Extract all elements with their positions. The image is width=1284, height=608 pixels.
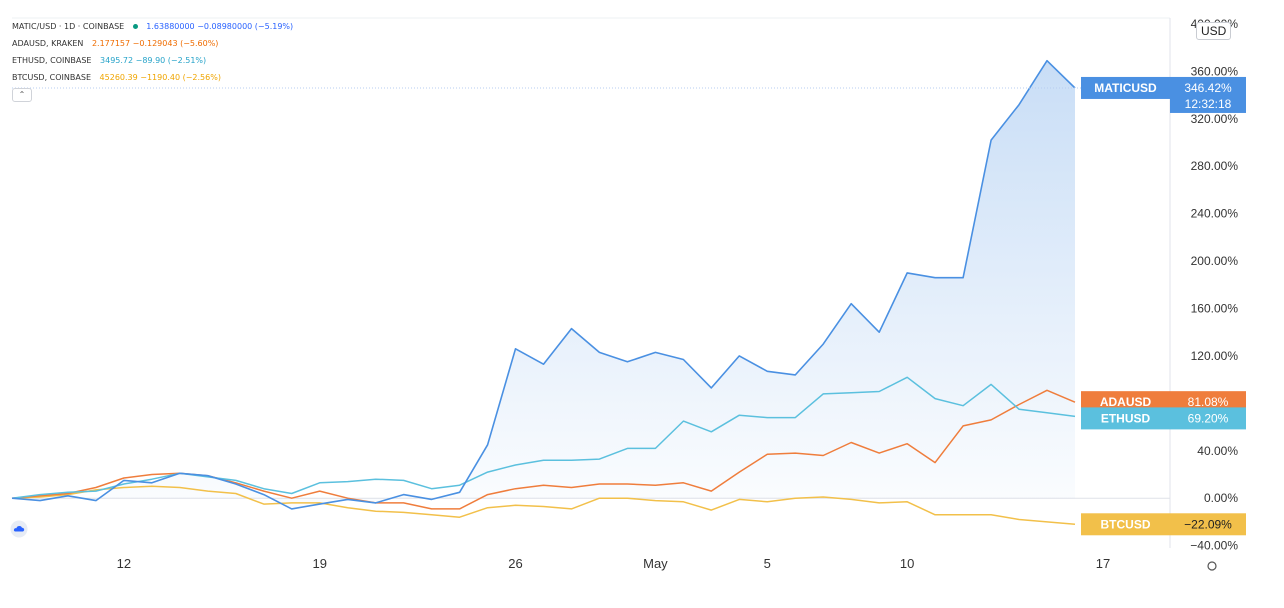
y-tick-label: −40.00% bbox=[1190, 539, 1238, 553]
legend-label: ADAUSD, KRAKEN bbox=[12, 39, 84, 48]
currency-button[interactable]: USD bbox=[1196, 22, 1232, 40]
series-layer bbox=[11, 59, 1170, 526]
legend-row-eth[interactable]: ETHUSD, COINBASE 3495.72 −89.90 (−2.51%) bbox=[12, 52, 293, 69]
y-tick-label: 360.00% bbox=[1191, 64, 1239, 78]
x-axis[interactable]: 12 19 26 May 5 10 17 bbox=[117, 556, 1111, 571]
legend-row-btc[interactable]: BTCUSD, COINBASE 45260.39 −1190.40 (−2.5… bbox=[12, 69, 293, 86]
legend-collapse-button[interactable]: ⌃ bbox=[12, 88, 32, 102]
tag-name: ETHUSD bbox=[1101, 411, 1151, 425]
series-line-btc[interactable] bbox=[11, 485, 1076, 526]
tag-name-box bbox=[1081, 513, 1170, 536]
tag-value-box bbox=[1170, 513, 1246, 536]
tag-value: 346.42% bbox=[1184, 81, 1232, 95]
x-tick-label: 19 bbox=[312, 556, 326, 571]
x-tick-label: 12 bbox=[117, 556, 131, 571]
price-tag-matic: MATICUSD 346.42% 12:32:18 bbox=[1081, 76, 1246, 113]
legend-label: BTCUSD, COINBASE bbox=[12, 73, 91, 82]
y-tick-label: 320.00% bbox=[1191, 112, 1239, 126]
tag-value: −22.09% bbox=[1184, 517, 1232, 531]
settings-gear-icon[interactable] bbox=[1206, 560, 1218, 572]
tag-name: BTCUSD bbox=[1101, 517, 1151, 531]
y-tick-label: 240.00% bbox=[1191, 207, 1239, 221]
y-tick-label: 0.00% bbox=[1204, 491, 1238, 505]
x-tick-label: 5 bbox=[764, 556, 771, 571]
tag-name: MATICUSD bbox=[1094, 81, 1157, 95]
tag-value-box bbox=[1170, 76, 1246, 113]
y-tick-label: 40.00% bbox=[1197, 444, 1238, 458]
cloud-icon[interactable] bbox=[10, 520, 28, 538]
price-tag-eth: ETHUSD 69.20% bbox=[1081, 407, 1246, 430]
y-tick-label: 160.00% bbox=[1191, 301, 1239, 315]
legend-values: 1.63880000 −0.08980000 (−5.19%) bbox=[146, 22, 294, 31]
x-tick-label: 17 bbox=[1096, 556, 1110, 571]
legend-label: ETHUSD, COINBASE bbox=[12, 56, 92, 65]
tag-value: 81.08% bbox=[1188, 395, 1229, 409]
tag-name-box bbox=[1081, 76, 1170, 99]
y-tick-label: 280.00% bbox=[1191, 159, 1239, 173]
x-tick-label: May bbox=[643, 556, 668, 571]
tag-value-box bbox=[1170, 407, 1246, 430]
series-line-matic[interactable] bbox=[11, 59, 1076, 510]
legend-dot-icon bbox=[132, 24, 138, 29]
x-tick-label: 10 bbox=[900, 556, 914, 571]
tag-value: 69.20% bbox=[1188, 411, 1229, 425]
legend-values: 2.177157 −0.129043 (−5.60%) bbox=[91, 39, 219, 48]
x-tick-label: 26 bbox=[508, 556, 522, 571]
legend-row-matic[interactable]: MATIC/USD · 1D · COINBASE 1.63880000 −0.… bbox=[12, 18, 293, 35]
legend-values: 3495.72 −89.90 (−2.51%) bbox=[100, 56, 207, 65]
series-area-matic bbox=[12, 60, 1075, 509]
price-tag-btc: BTCUSD −22.09% bbox=[1081, 513, 1246, 536]
legend-values: 45260.39 −1190.40 (−2.56%) bbox=[99, 73, 221, 82]
tag-name-box bbox=[1081, 407, 1170, 430]
tag-time: 12:32:18 bbox=[1185, 97, 1232, 111]
y-tick-label: 200.00% bbox=[1191, 254, 1239, 268]
legend-label: MATIC/USD · 1D · COINBASE bbox=[12, 22, 125, 31]
legend: MATIC/USD · 1D · COINBASE 1.63880000 −0.… bbox=[12, 18, 293, 86]
y-tick-label: 120.00% bbox=[1191, 349, 1239, 363]
tag-name: ADAUSD bbox=[1100, 395, 1152, 409]
legend-row-ada[interactable]: ADAUSD, KRAKEN 2.177157 −0.129043 (−5.60… bbox=[12, 35, 293, 52]
